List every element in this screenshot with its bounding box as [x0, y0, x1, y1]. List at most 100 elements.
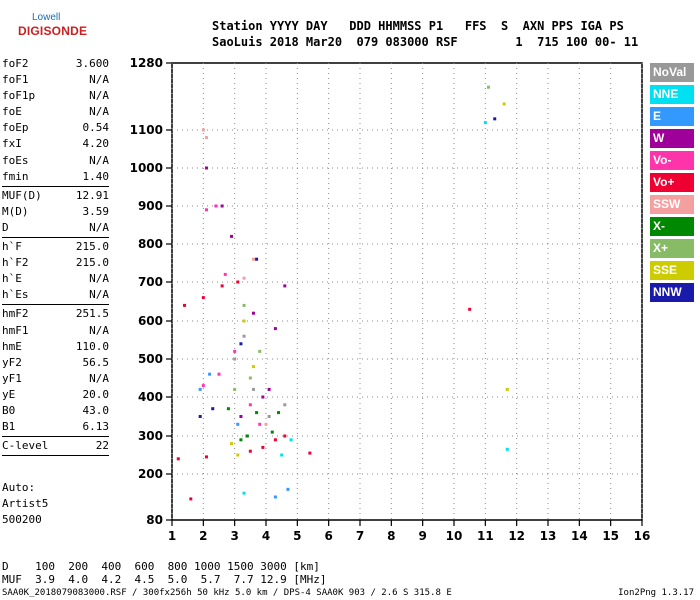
data-point-vo- — [220, 284, 224, 288]
data-point-vo- — [223, 272, 227, 276]
param-row: fxI 4.20 — [2, 136, 109, 152]
param-value: 6.13 — [82, 420, 110, 434]
param-value: 0.54 — [82, 121, 110, 135]
param-label: yF2 — [2, 355, 22, 369]
data-point-vo- — [273, 438, 277, 442]
param-row: yE 20.0 — [2, 387, 109, 403]
data-point-vo- — [468, 307, 472, 311]
legend-item-x-: X+ — [650, 239, 694, 258]
param-label: B1 — [2, 420, 16, 434]
param-value: N/A — [89, 105, 109, 119]
data-point-x- — [486, 85, 490, 89]
param-label: foF2 — [2, 57, 29, 70]
param-row: B0 43.0 — [2, 403, 109, 419]
x-tick-label: 1 — [168, 529, 176, 543]
param-row: D N/A — [2, 220, 109, 236]
x-tick-label: 5 — [293, 529, 301, 543]
param-label: h`E — [2, 272, 22, 286]
param-row: foF2 3.600 — [2, 56, 109, 72]
data-point-noval — [267, 415, 271, 418]
data-point-nne — [505, 447, 509, 451]
param-value: N/A — [89, 288, 109, 302]
param-label: yF1 — [2, 371, 22, 385]
param-label: h`F2 — [2, 256, 29, 270]
param-label: foF1 — [2, 73, 29, 87]
data-point-w — [239, 415, 243, 418]
muf-distance-table: D 100 200 400 600 800 1000 1500 3000 [km… — [2, 560, 327, 586]
data-point-w — [273, 327, 277, 331]
param-row: hmF2 251.5 — [2, 306, 109, 322]
x-tick-label: 3 — [230, 529, 238, 543]
data-point-x- — [239, 438, 243, 442]
data-point-vo- — [308, 451, 312, 455]
data-point-noval — [283, 403, 287, 407]
x-tick-label: 13 — [540, 529, 557, 543]
param-value: 3.600 — [75, 57, 109, 70]
data-point-e — [198, 387, 202, 391]
data-point-vo- — [201, 296, 205, 300]
auto-version: 500200 — [2, 513, 42, 526]
data-point-noval — [233, 357, 237, 361]
param-label: yE — [2, 387, 16, 401]
param-label: D — [2, 220, 9, 234]
y-tick-label: 80 — [146, 513, 163, 527]
param-row: fmin 1.40 — [2, 169, 109, 185]
header-line-2: SaoLuis 2018 Mar20 079 083000 RSF 1 715 … — [212, 35, 639, 49]
data-point-x- — [233, 387, 237, 391]
legend-item-nne: NNE — [650, 85, 694, 104]
data-point-ssw — [251, 257, 255, 261]
data-point-w — [267, 387, 271, 391]
data-point-vo- — [201, 384, 205, 388]
legend-item-w: W — [650, 129, 694, 148]
y-tick-label: 400 — [138, 390, 163, 404]
data-point-vo- — [217, 372, 221, 376]
version-footer: Ion2Png 1.3.17 — [618, 588, 694, 598]
param-row: foEs N/A — [2, 153, 109, 169]
data-point-vo- — [214, 204, 218, 208]
param-row: foF1 N/A — [2, 72, 109, 88]
data-point-nnw — [493, 117, 497, 121]
data-point-vo- — [176, 457, 180, 461]
data-point-nne — [483, 121, 487, 125]
legend-item-vo-: Vo- — [650, 151, 694, 170]
param-label: M(D) — [2, 204, 29, 218]
param-row: h`E N/A — [2, 271, 109, 287]
x-tick-label: 10 — [446, 529, 463, 543]
param-label: hmF2 — [2, 307, 29, 321]
param-row: M(D) 3.59 — [2, 204, 109, 220]
legend-item-x-: X- — [650, 217, 694, 236]
y-tick-label: 300 — [138, 429, 163, 443]
data-point-noval — [251, 387, 255, 391]
x-tick-label: 7 — [356, 529, 364, 543]
data-point-vo- — [204, 455, 208, 459]
x-tick-label: 4 — [262, 529, 270, 543]
param-row: hmF1 N/A — [2, 323, 109, 339]
param-label: hmE — [2, 339, 22, 353]
param-value: N/A — [89, 89, 109, 103]
param-value: N/A — [89, 73, 109, 87]
x-tick-label: 2 — [199, 529, 207, 543]
x-tick-label: 16 — [634, 529, 651, 543]
param-value: 3.59 — [82, 204, 110, 218]
param-divider — [2, 455, 109, 457]
param-value: 1.40 — [82, 169, 110, 183]
autoscaling-info: Auto: Artist5 500200 — [2, 480, 48, 528]
param-row: foF1p N/A — [2, 88, 109, 104]
param-divider — [2, 237, 109, 239]
data-point-x- — [258, 349, 262, 353]
param-label: fxI — [2, 137, 22, 151]
param-value: 110.0 — [75, 339, 109, 353]
x-tick-label: 14 — [571, 529, 588, 543]
data-point-x- — [226, 407, 230, 411]
param-label: foE — [2, 105, 22, 119]
data-point-nnw — [211, 407, 215, 411]
data-point-ssw — [204, 136, 208, 140]
y-tick-label: 200 — [138, 467, 163, 481]
data-point-w — [220, 204, 224, 208]
ionogram-chart: 1 2 3 4 5 6 7 8 9 10 11 12 13 14 15 1680200300400500600… — [130, 56, 651, 543]
param-value: 12.91 — [75, 188, 109, 202]
param-divider — [2, 436, 109, 438]
param-label: foF1p — [2, 89, 36, 103]
param-value: 215.0 — [75, 240, 109, 254]
param-label: B0 — [2, 403, 16, 417]
